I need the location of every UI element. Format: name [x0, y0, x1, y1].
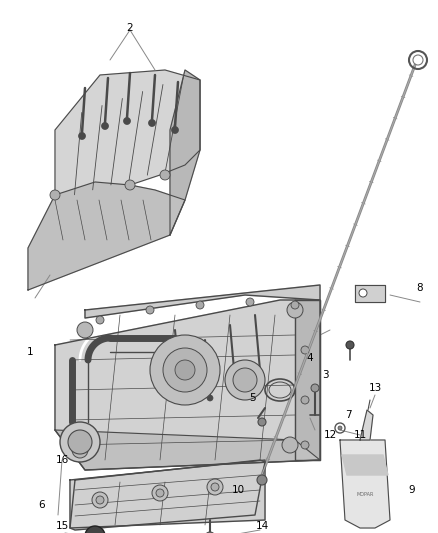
Polygon shape [85, 285, 320, 318]
Polygon shape [295, 300, 320, 460]
Circle shape [207, 395, 213, 401]
Text: 5: 5 [250, 393, 256, 403]
Circle shape [125, 180, 135, 190]
Circle shape [172, 126, 179, 133]
Polygon shape [340, 440, 390, 528]
Circle shape [124, 117, 131, 125]
Text: 10: 10 [231, 485, 244, 495]
Text: 9: 9 [409, 485, 415, 495]
Polygon shape [70, 460, 265, 528]
Circle shape [96, 316, 104, 324]
Text: MOPAR: MOPAR [356, 492, 374, 497]
Circle shape [177, 385, 183, 391]
Circle shape [258, 418, 266, 426]
Circle shape [205, 532, 215, 533]
Circle shape [346, 341, 354, 349]
Text: 11: 11 [353, 430, 367, 440]
Circle shape [257, 370, 263, 376]
Circle shape [301, 441, 309, 449]
Circle shape [311, 384, 319, 392]
Circle shape [291, 301, 299, 309]
Polygon shape [55, 430, 320, 470]
Circle shape [146, 306, 154, 314]
Circle shape [77, 322, 93, 338]
Polygon shape [70, 460, 265, 530]
Polygon shape [28, 182, 185, 290]
Circle shape [150, 335, 220, 405]
Circle shape [96, 496, 104, 504]
Circle shape [102, 123, 109, 130]
Text: 16: 16 [55, 455, 69, 465]
Circle shape [60, 422, 100, 462]
Text: 1: 1 [27, 347, 33, 357]
Text: 7: 7 [345, 410, 351, 420]
Text: 4: 4 [307, 353, 313, 363]
Polygon shape [355, 285, 385, 302]
Circle shape [301, 346, 309, 354]
Polygon shape [360, 410, 373, 440]
Circle shape [233, 368, 257, 392]
Circle shape [232, 380, 238, 386]
Circle shape [257, 475, 267, 485]
Circle shape [225, 360, 265, 400]
Circle shape [72, 442, 88, 458]
Text: 13: 13 [368, 383, 381, 393]
Circle shape [196, 301, 204, 309]
Text: 12: 12 [323, 430, 337, 440]
Circle shape [287, 302, 303, 318]
Circle shape [78, 133, 85, 140]
Text: 6: 6 [39, 500, 45, 510]
Polygon shape [55, 300, 320, 470]
Circle shape [338, 426, 342, 430]
Text: 3: 3 [321, 370, 328, 380]
Text: 2: 2 [127, 23, 133, 33]
Circle shape [301, 396, 309, 404]
Circle shape [50, 190, 60, 200]
Text: 15: 15 [55, 521, 69, 531]
Circle shape [175, 360, 195, 380]
Circle shape [152, 485, 168, 501]
Circle shape [359, 289, 367, 297]
Circle shape [92, 492, 108, 508]
Circle shape [148, 119, 155, 126]
Circle shape [68, 430, 92, 454]
Circle shape [163, 348, 207, 392]
Circle shape [246, 298, 254, 306]
Polygon shape [342, 455, 388, 475]
Circle shape [282, 437, 298, 453]
Circle shape [85, 526, 105, 533]
Text: 14: 14 [255, 521, 268, 531]
Circle shape [156, 489, 164, 497]
Polygon shape [55, 70, 200, 200]
Polygon shape [170, 70, 200, 235]
Text: 8: 8 [417, 283, 423, 293]
Circle shape [211, 483, 219, 491]
Circle shape [160, 170, 170, 180]
Circle shape [207, 479, 223, 495]
